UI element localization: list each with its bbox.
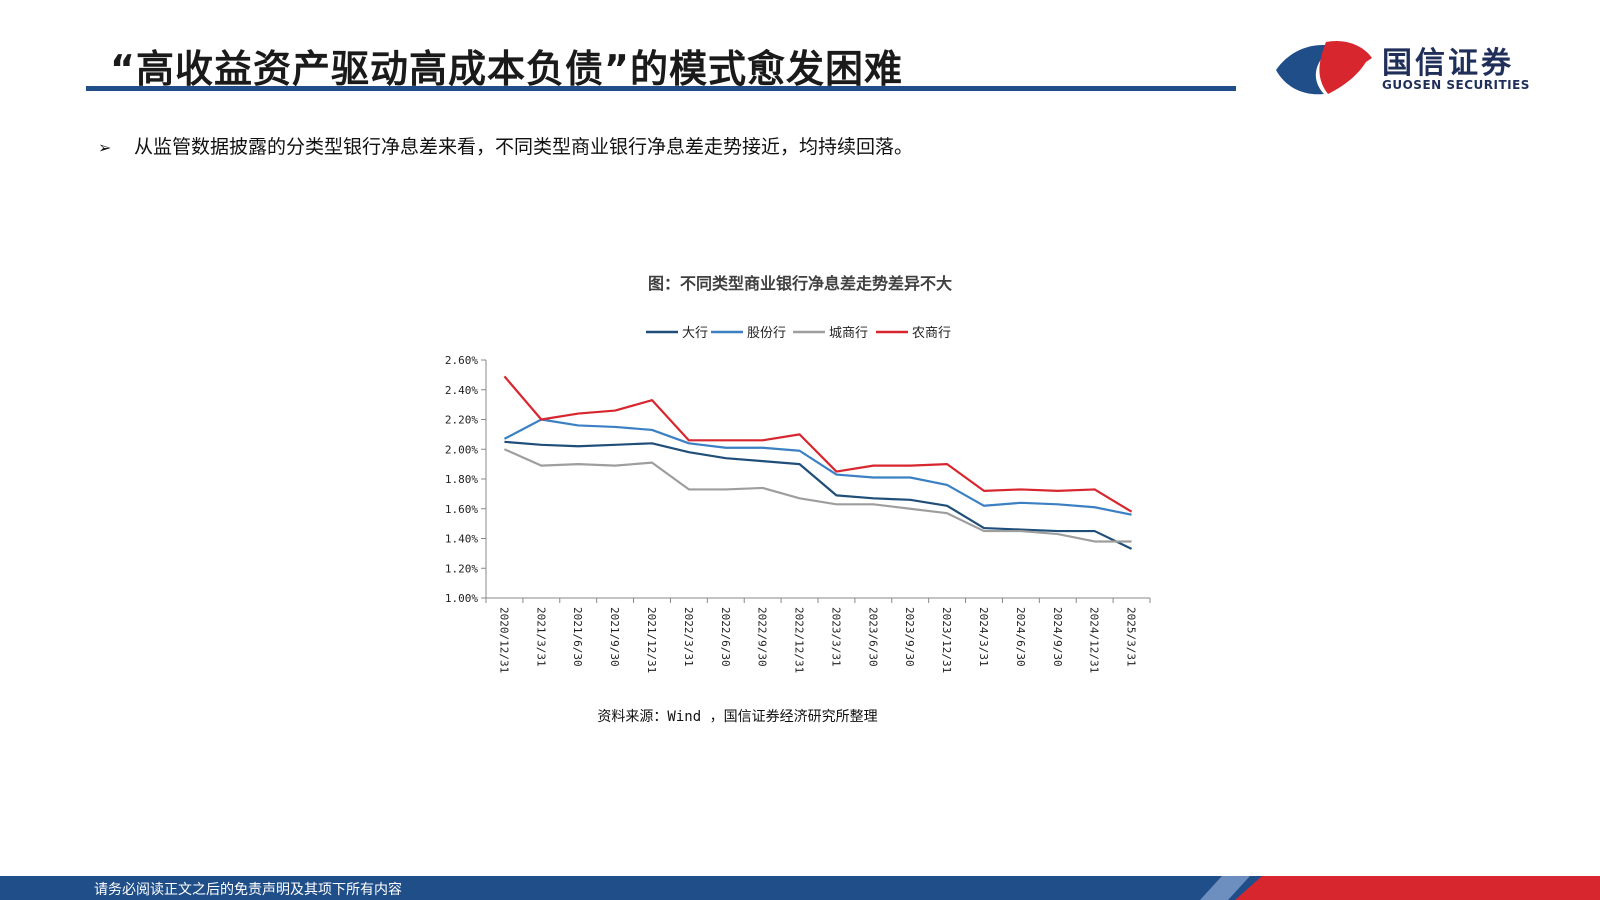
bullet-text: 从监管数据披露的分类型银行净息差来看，不同类型商业银行净息差走势接近，均持续回落… xyxy=(134,136,914,158)
footer-bar: 请务必阅读正文之后的免责声明及其项下所有内容 xyxy=(0,876,1600,900)
footer-disclaimer: 请务必阅读正文之后的免责声明及其项下所有内容 xyxy=(94,882,402,898)
x-tick-label: 2024/6/30 xyxy=(1014,607,1027,667)
x-tick-label: 2021/6/30 xyxy=(571,607,584,667)
title-divider xyxy=(86,86,1236,91)
x-tick-label: 2021/12/31 xyxy=(645,607,658,673)
y-tick-label: 1.40% xyxy=(445,533,478,546)
bullet-point: ➢ 从监管数据披露的分类型银行净息差来看，不同类型商业银行净息差走势接近，均持续回… xyxy=(98,132,913,159)
legend-label: 农商行 xyxy=(912,326,951,341)
x-tick-label: 2023/3/31 xyxy=(829,607,842,667)
x-tick-label: 2024/12/31 xyxy=(1088,607,1101,673)
y-tick-label: 2.00% xyxy=(445,443,478,456)
x-tick-label: 2021/9/30 xyxy=(608,607,621,667)
footer-decoration xyxy=(1200,876,1600,900)
y-tick-label: 2.20% xyxy=(445,414,478,427)
arrow-bullet-icon: ➢ xyxy=(98,138,112,157)
source-note: 资料来源：Wind ，国信证券经济研究所整理 xyxy=(597,709,878,725)
y-tick-label: 1.00% xyxy=(445,592,478,605)
y-tick-label: 2.40% xyxy=(445,384,478,397)
x-tick-label: 2023/12/31 xyxy=(940,607,953,673)
y-tick-label: 1.80% xyxy=(445,473,478,486)
x-tick-label: 2023/6/30 xyxy=(866,607,879,667)
y-tick-label: 1.60% xyxy=(445,503,478,516)
x-tick-label: 2022/9/30 xyxy=(756,607,769,667)
y-tick-label: 2.60% xyxy=(445,354,478,367)
series-line-3 xyxy=(503,448,1132,543)
chart-title: 图：不同类型商业银行净息差走势差异不大 xyxy=(647,274,952,293)
series-line-2 xyxy=(503,418,1132,516)
page-title: “高收益资产驱动高成本负债”的模式愈发困难 xyxy=(110,47,903,91)
series-line-1 xyxy=(504,440,1133,550)
guosen-logo-icon xyxy=(1276,40,1372,95)
series-line-4 xyxy=(503,375,1133,513)
x-tick-label: 2024/9/30 xyxy=(1051,607,1064,667)
legend-label: 城商行 xyxy=(829,326,868,341)
x-tick-label: 2020/12/31 xyxy=(497,607,510,673)
y-tick-label: 1.20% xyxy=(445,562,478,575)
x-tick-label: 2022/6/30 xyxy=(719,607,732,667)
x-tick-label: 2022/3/31 xyxy=(682,607,695,667)
legend-label: 大行 xyxy=(682,326,708,341)
guosen-logo: 国信证券 GUOSEN SECURITIES xyxy=(1268,36,1530,100)
x-tick-label: 2023/9/30 xyxy=(903,607,916,667)
logo-text-cn: 国信证券 xyxy=(1382,46,1514,81)
logo-text-en: GUOSEN SECURITIES xyxy=(1382,78,1530,92)
x-tick-label: 2025/3/31 xyxy=(1125,607,1138,667)
x-tick-label: 2024/3/31 xyxy=(977,607,990,667)
x-tick-label: 2022/12/31 xyxy=(793,607,806,673)
x-tick-label: 2021/3/31 xyxy=(534,607,547,667)
legend-label: 股份行 xyxy=(747,326,786,341)
